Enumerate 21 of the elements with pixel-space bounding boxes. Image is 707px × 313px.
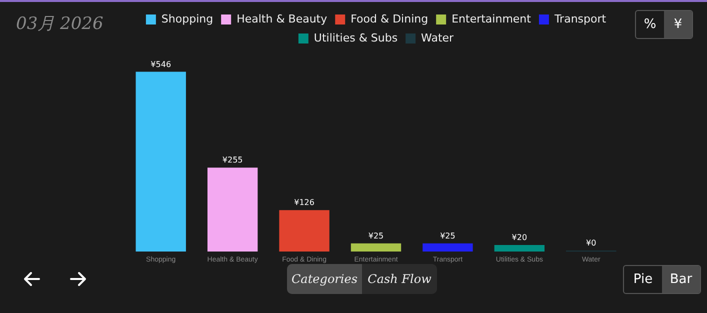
text: Pie	[632, 271, 654, 289]
chart-title: 03月 2026	[16, 13, 104, 35]
text: %	[642, 16, 658, 34]
legend-label: Transport	[553, 12, 607, 26]
data-label: ¥546	[150, 60, 172, 69]
text: Bar	[662, 266, 700, 293]
text: Cash Flow	[366, 271, 432, 288]
legend-label: Food & Dining	[350, 12, 428, 26]
text: Categories	[287, 264, 362, 294]
data-label: ¥25	[368, 231, 384, 240]
legend-label: Water	[421, 31, 454, 44]
data-label: ¥20	[512, 233, 528, 242]
text: ¥	[664, 11, 692, 38]
data-label: ¥25	[440, 231, 456, 240]
data-label: ¥126	[294, 198, 314, 208]
data-label: ¥255	[222, 156, 243, 165]
legend-label: Shopping	[161, 12, 214, 26]
data-label: ¥0	[586, 238, 596, 248]
legend-label: Entertainment	[452, 12, 532, 26]
legend-label: Health & Beauty	[236, 12, 328, 26]
legend-label: Utilities & Subs	[314, 31, 398, 44]
